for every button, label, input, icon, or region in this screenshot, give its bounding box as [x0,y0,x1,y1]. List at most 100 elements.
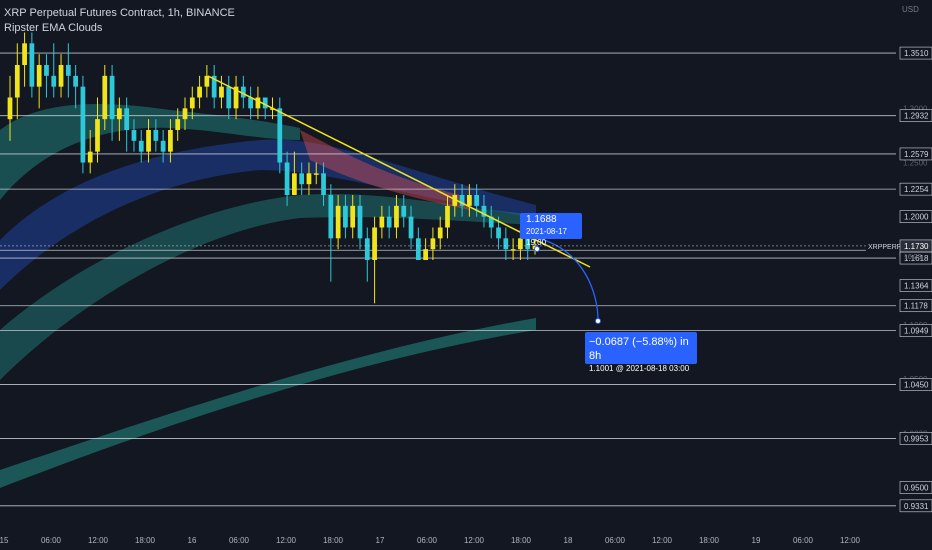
candle-body [211,75,217,98]
candle-body [22,43,27,65]
candle-body [379,216,385,228]
price-level-box [899,109,932,122]
candle-body [168,130,173,152]
price-level-label: 1.3510 [904,49,929,58]
candle-body [525,238,531,250]
price-tag-time: 2021-08-17 19:00 [526,227,567,247]
time-tick-label: 12:00 [88,536,109,545]
time-tick-label: 06:00 [229,536,250,545]
candle-body [357,205,363,239]
candle-body [248,97,253,109]
projection-end-dot[interactable] [595,318,601,324]
candle-body [240,86,246,98]
price-level-box [899,432,932,445]
candle-body [14,65,20,98]
candle-body [175,119,181,130]
candle-body [488,216,494,228]
price-level-label: 1.1178 [904,302,928,311]
time-tick-label: 17 [376,536,385,545]
price-level-box [899,210,932,223]
candle-body [73,75,78,87]
time-tick-label: 18:00 [699,536,720,545]
projection-label[interactable]: −0.0687 (−5.88%) in 8h 1.1001 @ 2021-08-… [585,332,697,373]
price-level-label: 1.0949 [904,327,929,336]
price-level-label: 1.2932 [904,112,929,121]
price-level-box [899,279,932,292]
candle-body [328,195,334,239]
candle-body [284,162,290,195]
candle-body [481,205,487,217]
candle-body [189,97,195,109]
candle-body [343,205,348,228]
candle-body [138,140,144,152]
current-price-box [899,239,932,253]
chart-legend: XRP Perpetual Futures Contract, 1h, BINA… [4,6,235,36]
candle-body [335,205,341,239]
candle-body [386,216,392,228]
candle-body [437,227,443,239]
price-level-label: 1.0450 [904,381,929,390]
price-level-label: 0.9953 [904,434,929,443]
price-level-box [899,182,932,196]
candle-body [233,86,239,109]
price-level-label: 1.2000 [904,213,929,222]
symbol-title: XRP Perpetual Futures Contract, 1h, BINA… [4,7,235,19]
time-tick-label: 12:00 [652,536,673,545]
projection-target: 1.1001 @ 2021-08-18 03:00 [589,364,690,373]
price-tag[interactable]: 1.1688 2021-08-17 19:00 [520,213,582,247]
candle-body [496,227,501,239]
candle-body [452,195,458,206]
time-tick-label: 12:00 [840,536,861,545]
time-tick-label: 15 [0,536,9,545]
price-level-box [899,378,932,391]
time-tick-label: 18 [564,536,573,545]
candle-body [146,130,151,152]
time-tick-label: 18:00 [511,536,532,545]
candle-body [510,249,516,251]
candle-body [394,205,399,228]
candle-body [292,173,297,195]
candle-body [364,238,370,260]
projection-arrow[interactable] [536,237,599,321]
price-level-box [899,147,932,161]
candle-body [313,173,319,175]
price-tick-label: 1.2500 [903,159,928,168]
candle-body [401,205,407,217]
candle-body [7,97,13,120]
candle-body [65,65,71,76]
candle-body [459,195,465,206]
candle-body [503,238,509,250]
ema-cloud-fast [0,104,300,200]
time-tick-label: 19 [752,536,761,545]
candle-body [372,227,377,260]
projection-start-dot[interactable] [534,246,540,252]
time-tick-label: 06:00 [41,536,62,545]
candle-body [131,130,137,141]
candle-body [262,97,268,109]
price-level-box [899,324,932,337]
candle-body [160,140,166,152]
price-level-label: 1.1364 [904,282,929,291]
time-tick-label: 06:00 [417,536,438,545]
ema-cloud-blue [0,139,536,290]
candlesticks [7,32,538,304]
candle-body [306,173,312,185]
candle-body [226,86,232,109]
candle-body [109,75,115,120]
price-level-label: 1.2254 [904,185,929,194]
candle-body [423,249,428,260]
bar-countdown: 16:33 [904,254,922,261]
candle-body [467,195,472,206]
ema-clouds [0,104,536,488]
candle-body [445,205,450,228]
time-axis[interactable]: 15 06:00 12:00 18:00 16 06:00 12:00 18:00 17 06:0… [0,536,861,545]
price-axis[interactable]: USD1.30001.25001.10001.05001.00001.35101… [0,5,932,513]
price-level-box [899,499,932,513]
price-level-label: 1.1618 [904,254,929,263]
candle-body [36,65,42,87]
price-level-label: 0.9500 [904,484,929,493]
price-level-label: 1.2579 [904,150,929,159]
price-level-box [899,46,932,60]
candle-body [408,216,414,239]
